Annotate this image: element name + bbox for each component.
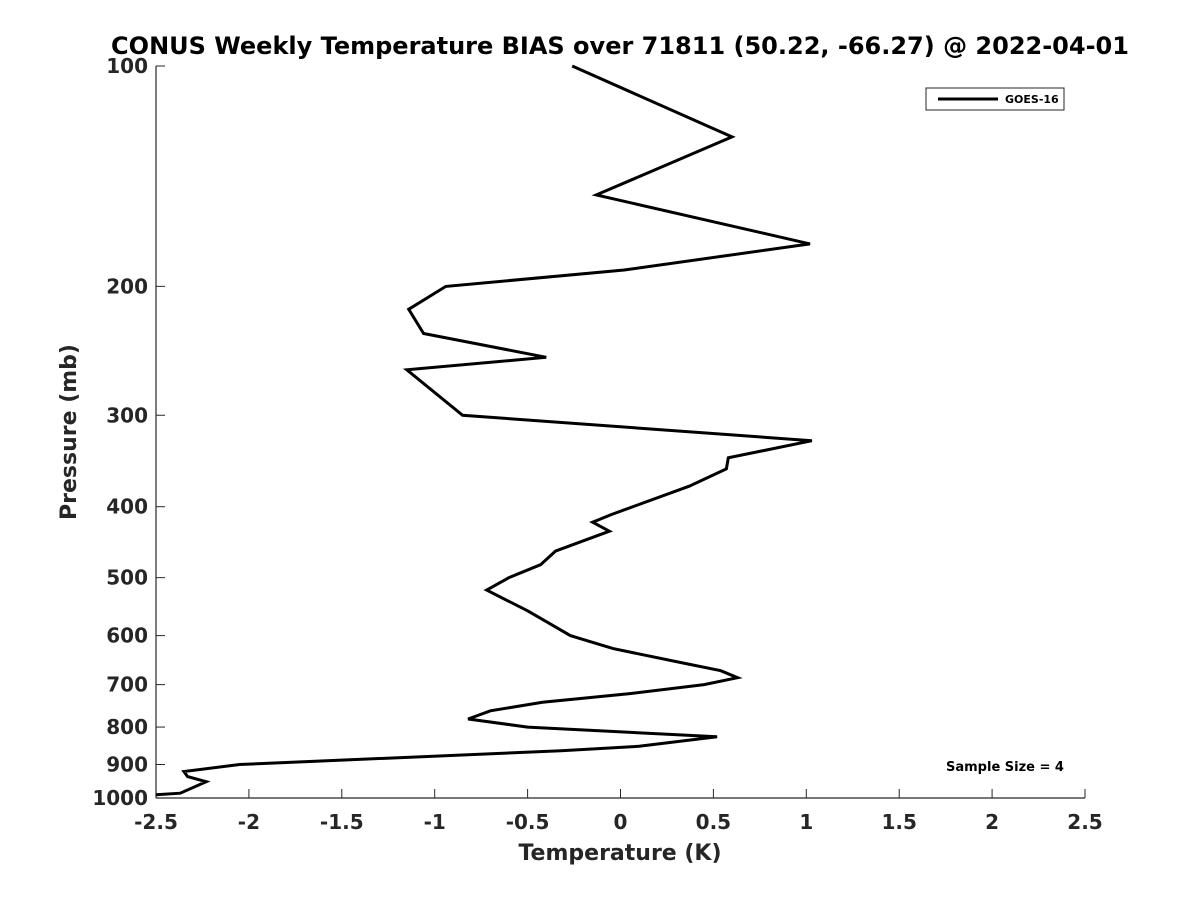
legend: GOES-16 [925, 87, 1065, 111]
x-tick-label: 1.5 [881, 810, 916, 834]
x-tick-label: 0 [614, 810, 628, 834]
x-tick-label: -0.5 [506, 810, 550, 834]
y-tick-label: 400 [106, 495, 148, 519]
x-tick-label: -2.5 [134, 810, 178, 834]
y-tick-label: 300 [106, 403, 148, 427]
x-tick-label: 2.5 [1067, 810, 1102, 834]
series-line-goes16 [155, 64, 813, 797]
x-tick-label: 2 [985, 810, 999, 834]
y-tick-label: 500 [106, 566, 148, 590]
series-group [155, 64, 813, 797]
x-tick-label: 1 [799, 810, 813, 834]
plot-area [155, 66, 1085, 799]
x-tick-label: -2 [238, 810, 260, 834]
y-tick-label: 600 [106, 624, 148, 648]
x-axis-ticks: -2.5 -2 -1.5 -1 -0.5 0 0.5 1 1.5 2 2.5 [134, 789, 1103, 834]
x-tick-label: -1 [424, 810, 446, 834]
x-tick-label: -1.5 [320, 810, 364, 834]
x-axis-label: Temperature (K) [518, 841, 721, 866]
y-tick-label: 100 [106, 54, 148, 78]
y-tick-label: 700 [106, 673, 148, 697]
sample-size-annotation: Sample Size = 4 [946, 760, 1064, 775]
y-tick-label: 200 [106, 274, 148, 298]
legend-label-goes16: GOES-16 [1005, 93, 1059, 106]
y-tick-label: 900 [106, 753, 148, 777]
x-tick-label: 0.5 [696, 810, 731, 834]
chart-title: CONUS Weekly Temperature BIAS over 71811… [111, 32, 1129, 60]
y-axis-ticks: 100 200 300 400 500 600 700 800 900 1000 [92, 54, 165, 810]
y-axis-label: Pressure (mb) [57, 344, 82, 520]
y-tick-label: 800 [106, 715, 148, 739]
y-tick-label: 1000 [92, 786, 148, 810]
